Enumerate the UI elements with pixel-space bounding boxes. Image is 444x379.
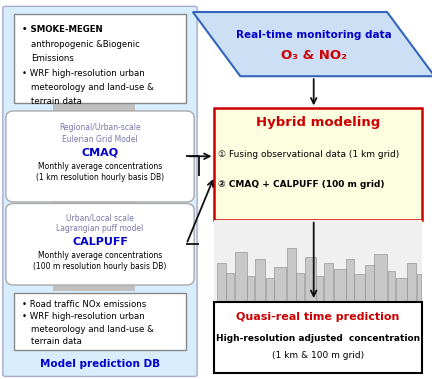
Bar: [235, 252, 247, 301]
Bar: [214, 108, 422, 220]
Bar: [52, 276, 135, 291]
Text: Emissions: Emissions: [31, 53, 74, 63]
Bar: [396, 278, 407, 301]
Text: Monthly average concentrations: Monthly average concentrations: [38, 251, 162, 260]
FancyBboxPatch shape: [3, 6, 197, 376]
Text: CALPUFF: CALPUFF: [72, 237, 128, 247]
Text: High-resolution adjusted  concentration: High-resolution adjusted concentration: [216, 334, 420, 343]
FancyBboxPatch shape: [6, 111, 194, 202]
FancyBboxPatch shape: [14, 293, 186, 350]
Text: • WRF high-resolution urban: • WRF high-resolution urban: [22, 312, 145, 321]
Text: Eulerian Grid Model: Eulerian Grid Model: [62, 135, 138, 144]
Text: • Road traffic NOx emissions: • Road traffic NOx emissions: [22, 300, 147, 309]
Bar: [214, 220, 422, 301]
Bar: [374, 254, 387, 301]
Bar: [274, 267, 286, 301]
Bar: [297, 273, 304, 301]
Text: Urban/Local scale: Urban/Local scale: [66, 214, 134, 223]
Bar: [305, 257, 316, 301]
Bar: [388, 271, 395, 301]
Bar: [417, 274, 421, 301]
Bar: [254, 259, 266, 301]
Bar: [324, 263, 333, 301]
Bar: [214, 302, 422, 373]
Text: O₃ & NO₂: O₃ & NO₂: [281, 49, 347, 62]
Text: (100 m resolution hourly basis DB): (100 m resolution hourly basis DB): [33, 262, 166, 271]
Text: Lagrangian puff model: Lagrangian puff model: [56, 224, 143, 233]
Text: Quasi-real time prediction: Quasi-real time prediction: [236, 312, 400, 322]
Text: Hybrid modeling: Hybrid modeling: [256, 116, 380, 129]
Text: ① Fusing observational data (1 km grid): ① Fusing observational data (1 km grid): [218, 150, 399, 159]
Text: meteorology and land-use &: meteorology and land-use &: [31, 83, 154, 92]
Text: (1 km resolution hourly basis DB): (1 km resolution hourly basis DB): [36, 172, 164, 182]
Bar: [266, 278, 274, 301]
Text: terrain data: terrain data: [31, 97, 82, 106]
Text: Monthly average concentrations: Monthly average concentrations: [38, 161, 162, 171]
Bar: [316, 276, 323, 301]
Bar: [333, 269, 345, 301]
Bar: [226, 273, 234, 301]
Text: meteorology and land-use &: meteorology and land-use &: [31, 325, 154, 334]
Text: • SMOKE-MEGEN: • SMOKE-MEGEN: [22, 25, 103, 33]
Text: Model prediction DB: Model prediction DB: [40, 359, 160, 369]
Text: (1 km & 100 m grid): (1 km & 100 m grid): [272, 351, 364, 360]
Bar: [346, 259, 354, 301]
Bar: [52, 194, 135, 208]
Bar: [286, 248, 296, 301]
Bar: [365, 265, 374, 301]
Text: anthropogenic &Biogenic: anthropogenic &Biogenic: [31, 40, 140, 49]
Bar: [354, 274, 365, 301]
Text: • WRF high-resolution urban: • WRF high-resolution urban: [22, 69, 145, 78]
FancyBboxPatch shape: [6, 204, 194, 285]
Text: terrain data: terrain data: [31, 337, 82, 346]
Bar: [52, 101, 135, 115]
Text: ② CMAQ + CALPUFF (100 m grid): ② CMAQ + CALPUFF (100 m grid): [218, 180, 385, 189]
Text: Regional/Urban-scale: Regional/Urban-scale: [59, 124, 141, 132]
Bar: [247, 276, 254, 301]
Bar: [217, 263, 226, 301]
Bar: [407, 263, 416, 301]
Text: CMAQ: CMAQ: [81, 147, 119, 158]
FancyBboxPatch shape: [14, 14, 186, 103]
Polygon shape: [193, 12, 435, 76]
Text: Real-time monitoring data: Real-time monitoring data: [236, 30, 392, 40]
